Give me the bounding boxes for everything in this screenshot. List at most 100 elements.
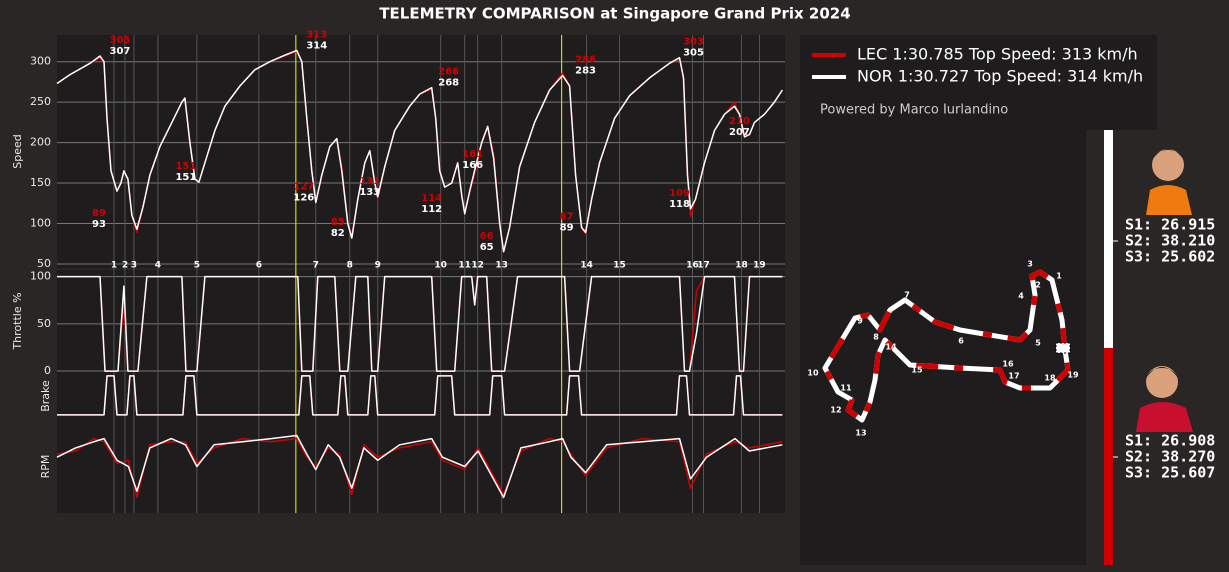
map-corner-label: 1 [1056, 272, 1062, 281]
map-panel [800, 130, 1086, 565]
speed-label-lec: 286 [575, 54, 596, 65]
corner-label: 17 [697, 261, 710, 271]
corner-label: 16 [686, 261, 699, 271]
y-tick-label: 100 [30, 217, 51, 230]
speed-label-nor: 307 [110, 46, 131, 57]
y-tick-label: 50 [37, 257, 51, 270]
speed-label-lec: 127 [293, 181, 314, 192]
speed-label-nor: 89 [560, 222, 574, 233]
speed-label-nor: 166 [462, 160, 483, 171]
corner-label: 8 [347, 261, 353, 271]
speed-label-nor: 151 [175, 172, 196, 183]
speed-label-nor: 305 [683, 48, 704, 59]
speed-label-lec: 109 [669, 188, 690, 199]
y-tick-label: 50 [37, 317, 51, 330]
speed-label-nor: 133 [359, 187, 380, 198]
corner-label: 10 [434, 261, 447, 271]
map-corner-label: 5 [1035, 339, 1041, 348]
corner-label: 14 [580, 261, 593, 271]
corner-label: 4 [155, 261, 161, 271]
map-corner-label: 17 [1008, 372, 1019, 381]
plot-area [57, 420, 785, 513]
photo-nor [1146, 149, 1192, 215]
corner-label: 9 [375, 261, 381, 271]
speed-label-nor: 112 [421, 204, 442, 215]
speed-label-lec: 151 [175, 161, 196, 172]
speed-label-nor: 314 [306, 40, 327, 51]
map-corner-label: 8 [873, 333, 879, 342]
speed-label-nor: 283 [575, 65, 596, 76]
y-tick-label: 150 [30, 176, 51, 189]
corner-label: 6 [256, 261, 262, 271]
speed-label-nor: 126 [293, 192, 314, 203]
speed-label-lec: 87 [560, 211, 574, 222]
y-axis-label: Throttle % [11, 292, 24, 350]
sector-time: S3: 25.607 [1125, 464, 1215, 482]
series-line [57, 275, 783, 372]
sector-time: S2: 38.210 [1125, 232, 1215, 250]
map-corner-label: 11 [840, 384, 852, 393]
sector-bar-nor [1104, 130, 1113, 348]
legend-box [800, 35, 1157, 130]
y-tick-label: 100 [30, 270, 51, 283]
speed-label-lec: 114 [421, 193, 442, 204]
credit: Powered by Marco Iurlandino [820, 103, 1008, 118]
speed-label-lec: 66 [480, 231, 494, 242]
plot-area [57, 372, 785, 420]
map-corner-label: 6 [958, 337, 964, 346]
y-axis-label: RPM [39, 455, 52, 479]
speed-label-nor: 118 [669, 199, 690, 210]
speed-label-nor: 93 [92, 219, 106, 230]
corner-label: 1 [111, 261, 117, 271]
corner-label: 11 [458, 261, 471, 271]
map-corner-label: 19 [1067, 371, 1079, 380]
corner-label: 12 [471, 261, 484, 271]
map-corner-label: 16 [1002, 360, 1014, 369]
map-corner-label: 4 [1018, 292, 1024, 301]
speed-label-nor: 65 [480, 242, 494, 253]
map-corner-label: 9 [857, 317, 863, 326]
series-line [57, 375, 783, 416]
sector-time: S1: 26.908 [1125, 432, 1215, 450]
corner-label: 15 [613, 261, 626, 271]
title: TELEMETRY COMPARISON at Singapore Grand … [379, 5, 850, 23]
map-corner-label: 15 [911, 366, 923, 375]
map-corner-label: 13 [855, 429, 866, 438]
speed-label-lec: 305 [110, 35, 131, 46]
map-corner-label: 12 [830, 406, 841, 415]
speed-label-lec: 266 [438, 67, 459, 78]
y-tick-label: 200 [30, 136, 51, 149]
speed-label-nor: 268 [438, 78, 459, 89]
speed-label-lec: 131 [359, 176, 380, 187]
map-corner-label: 7 [904, 291, 910, 300]
speed-label-nor: 207 [729, 127, 750, 138]
sector-time: S2: 38.270 [1125, 448, 1215, 466]
y-axis-label: Brake [39, 380, 52, 412]
map-corner-label: 10 [807, 369, 819, 378]
map-corner-label: 2 [1035, 281, 1041, 290]
speed-label-lec: 303 [683, 37, 704, 48]
y-axis-label: Speed [11, 134, 24, 168]
corner-label: 2 [122, 261, 128, 271]
speed-label-nor: 82 [331, 228, 345, 239]
y-tick-label: 300 [30, 55, 51, 68]
plot-area [57, 35, 785, 268]
sector-time: S3: 25.602 [1125, 248, 1215, 266]
speed-label-lec: 89 [92, 208, 106, 219]
map-corner-label: 18 [1044, 374, 1056, 383]
y-tick-label: 250 [30, 95, 51, 108]
series-line [56, 434, 783, 499]
map-corner-label: 14 [885, 343, 897, 352]
corner-label: 7 [313, 261, 319, 271]
track-faster [822, 269, 1071, 423]
sector-bar-lec [1104, 348, 1113, 565]
photo-lec [1136, 366, 1193, 432]
plot-area [57, 270, 785, 372]
finish-flag [1055, 342, 1071, 354]
speed-label-lec: 161 [462, 149, 483, 160]
series-line [56, 49, 784, 253]
corner-label: 18 [735, 261, 748, 271]
